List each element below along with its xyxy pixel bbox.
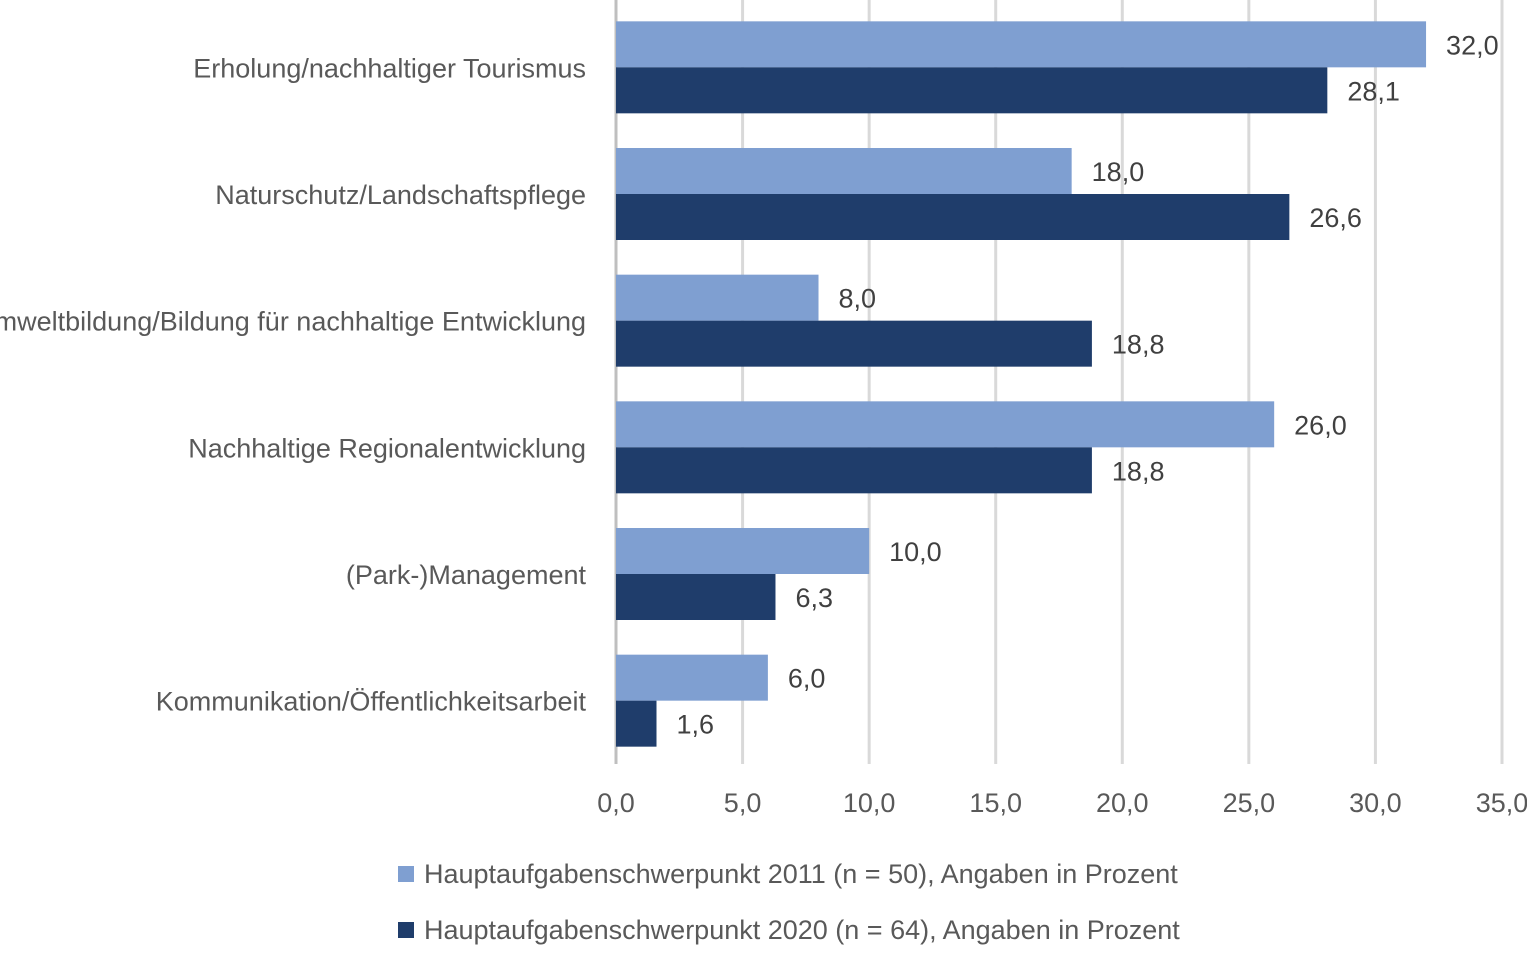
- legend-item-2020: Hauptaufgabenschwerpunkt 2020 (n = 64), …: [398, 902, 1180, 958]
- category-labels: Erholung/nachhaltiger Tourismus Naturschu…: [0, 53, 586, 716]
- x-tick-label: 25,0: [1223, 788, 1276, 818]
- legend-swatch-2011: [398, 866, 414, 882]
- data-label: 18,0: [1092, 157, 1145, 187]
- category-label: Nachhaltige Regionalentwicklung: [188, 433, 586, 463]
- bar-2011: [616, 654, 768, 701]
- data-label: 28,1: [1347, 76, 1400, 106]
- data-label: 1,6: [677, 710, 715, 740]
- legend: Hauptaufgabenschwerpunkt 2011 (n = 50), …: [398, 846, 1180, 958]
- category-label: Naturschutz/Landschaftspflege: [215, 180, 586, 210]
- gridlines: [614, 0, 1504, 764]
- category-label: Umweltbildung/Bildung für nachhaltige En…: [0, 307, 586, 337]
- data-label: 18,8: [1112, 330, 1165, 360]
- bar-2011: [616, 528, 870, 574]
- category-label: Kommunikation/Öffentlichkeitsarbeit: [156, 687, 587, 717]
- data-label: 6,0: [788, 664, 826, 694]
- data-label: 32,0: [1446, 30, 1499, 60]
- x-tick-label: 10,0: [843, 788, 896, 818]
- bar-2020: [616, 67, 1328, 114]
- data-label: 10,0: [889, 537, 942, 567]
- category-label: Erholung/nachhaltiger Tourismus: [193, 53, 586, 83]
- data-label: 26,0: [1294, 410, 1347, 440]
- data-label: 6,3: [795, 583, 833, 613]
- bar-2011: [616, 148, 1072, 194]
- x-tick-label: 0,0: [597, 788, 635, 818]
- x-tick-label: 35,0: [1476, 788, 1527, 818]
- bar-2020: [616, 700, 657, 747]
- x-tick-label: 30,0: [1349, 788, 1402, 818]
- bar-2011: [616, 401, 1275, 448]
- bar-2011: [616, 274, 819, 321]
- x-tick-label: 20,0: [1096, 788, 1149, 818]
- data-label: 8,0: [839, 284, 877, 314]
- bar-2020: [616, 320, 1092, 367]
- category-label: (Park-)Management: [346, 560, 587, 590]
- data-label: 26,6: [1309, 203, 1362, 233]
- x-tick-label: 5,0: [724, 788, 762, 818]
- bar-2020: [616, 447, 1092, 494]
- bar-2011: [616, 21, 1427, 68]
- legend-item-2011: Hauptaufgabenschwerpunkt 2011 (n = 50), …: [398, 846, 1180, 902]
- data-labels: 32,0 28,1 18,0 26,6 8,0 18,8 26,0 18,8 10,0 6,3 6,…: [677, 30, 1499, 739]
- legend-label-2020: Hauptaufgabenschwerpunkt 2020 (n = 64), …: [424, 914, 1180, 945]
- bars: [616, 21, 1427, 747]
- data-label: 18,8: [1112, 456, 1165, 486]
- x-tick-label: 15,0: [969, 788, 1022, 818]
- bar-2020: [616, 574, 776, 620]
- bar-2020: [616, 194, 1290, 240]
- legend-swatch-2020: [398, 922, 414, 938]
- legend-label-2011: Hauptaufgabenschwerpunkt 2011 (n = 50), …: [424, 858, 1178, 889]
- x-axis-ticks: 0,0 5,0 10,0 15,0 20,0 25,0 30,0 35,0: [597, 788, 1527, 818]
